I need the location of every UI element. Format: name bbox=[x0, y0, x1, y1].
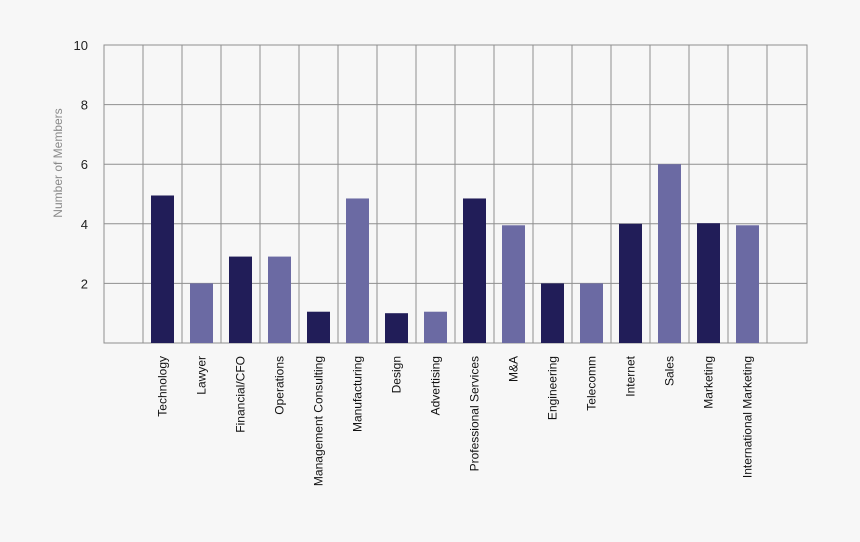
y-tick-label: 8 bbox=[81, 98, 88, 113]
y-tick-label: 10 bbox=[74, 38, 88, 53]
x-tick-label: Internet bbox=[624, 355, 638, 396]
bar bbox=[541, 283, 564, 343]
x-tick-label: Telecomm bbox=[585, 356, 599, 411]
y-tick-label: 4 bbox=[81, 217, 88, 232]
grid-lines bbox=[103, 44, 808, 344]
bar bbox=[658, 164, 681, 343]
bar bbox=[307, 311, 330, 343]
bar bbox=[346, 198, 369, 343]
x-tick-label: Professional Services bbox=[468, 356, 482, 471]
x-tick-label: Manufacturing bbox=[351, 356, 365, 432]
y-axis-title: Number of Members bbox=[51, 108, 65, 217]
y-tick-label: 6 bbox=[81, 157, 88, 172]
x-tick-label: Technology bbox=[156, 356, 170, 417]
bar bbox=[229, 256, 252, 343]
x-tick-label: Financial/CFO bbox=[234, 356, 248, 433]
bar bbox=[736, 225, 759, 343]
x-tick-label: Lawyer bbox=[195, 356, 209, 395]
x-tick-label: International Marketing bbox=[741, 356, 755, 478]
x-tick-label: M&A bbox=[507, 356, 521, 382]
y-tick-label: 2 bbox=[81, 276, 88, 291]
bar bbox=[268, 256, 291, 343]
bar bbox=[697, 223, 720, 343]
bar bbox=[502, 225, 525, 343]
bar bbox=[385, 313, 408, 343]
bar bbox=[424, 311, 447, 343]
x-tick-labels: Technology Lawyer Financial/CFO Operations M… bbox=[156, 355, 755, 486]
x-tick-label: Sales bbox=[663, 356, 677, 386]
bar bbox=[580, 283, 603, 343]
x-tick-label: Advertising bbox=[429, 356, 443, 415]
x-tick-label: Marketing bbox=[702, 356, 716, 409]
bars bbox=[151, 164, 759, 343]
bar bbox=[619, 223, 642, 343]
x-tick-label: Design bbox=[390, 356, 404, 393]
y-tick-labels: 2 4 6 8 10 bbox=[74, 38, 88, 291]
bar bbox=[463, 198, 486, 343]
x-tick-label: Operations bbox=[273, 356, 287, 415]
bar bbox=[190, 283, 213, 343]
x-tick-label: Engineering bbox=[546, 356, 560, 420]
bar bbox=[151, 195, 174, 343]
x-tick-label: Management Consulting bbox=[312, 356, 326, 486]
